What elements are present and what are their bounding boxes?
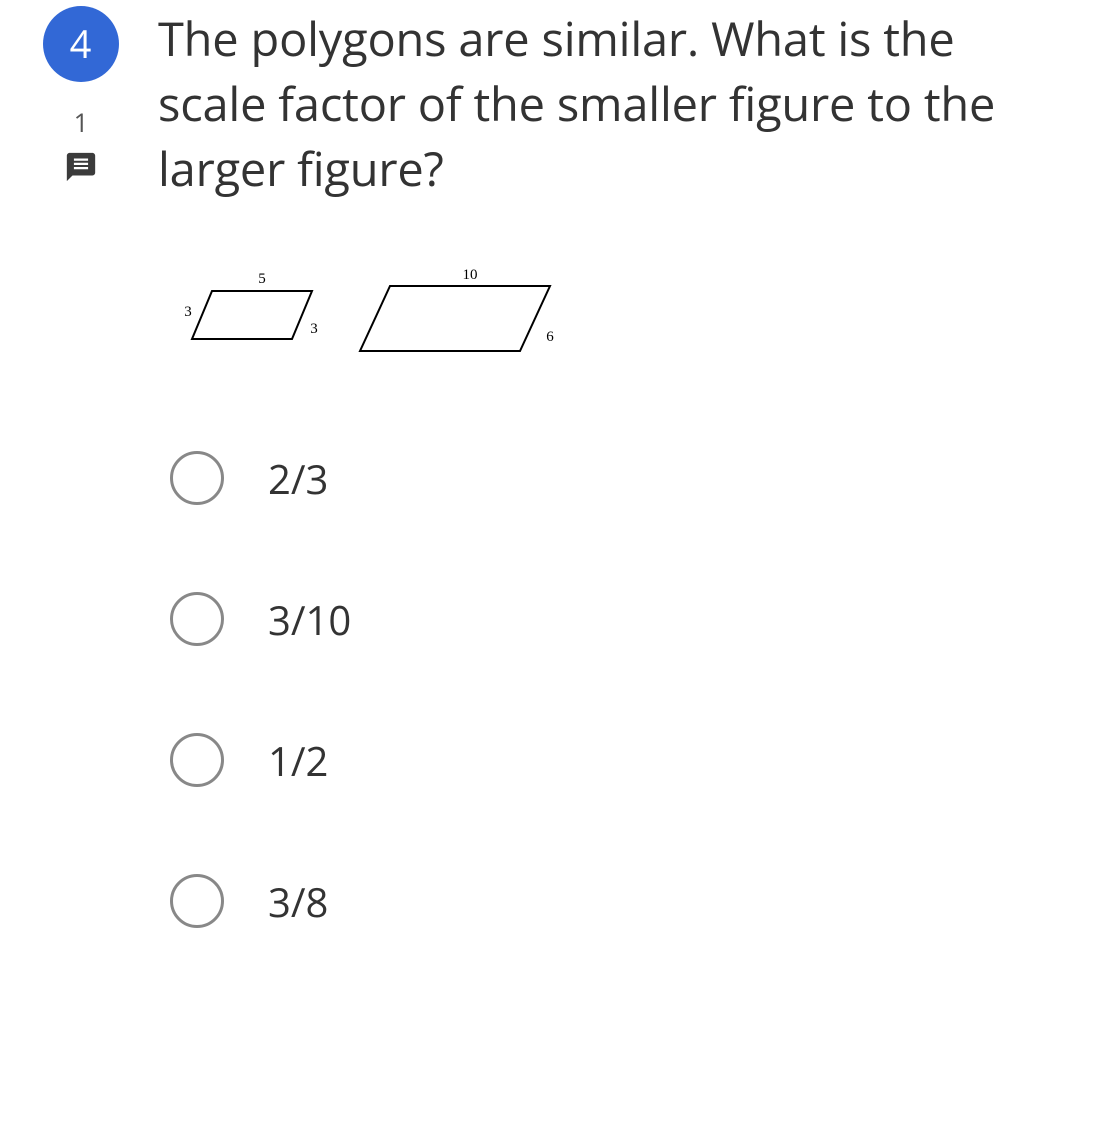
radio-icon[interactable] bbox=[170, 592, 224, 646]
figure: 5 3 3 10 6 bbox=[158, 261, 1061, 371]
small-top-label: 5 bbox=[258, 271, 266, 287]
comment-icon[interactable] bbox=[64, 150, 98, 184]
small-left-label: 3 bbox=[184, 304, 192, 320]
right-column: The polygons are similar. What is the sc… bbox=[130, 6, 1071, 1015]
option-label: 2/3 bbox=[268, 451, 328, 506]
comment-count: 1 bbox=[74, 104, 89, 140]
option-label: 3/8 bbox=[268, 874, 328, 929]
parallelograms-svg: 5 3 3 10 6 bbox=[170, 261, 600, 371]
question-block: 4 1 The polygons are similar. What is th… bbox=[0, 0, 1103, 1015]
option-1[interactable]: 3/10 bbox=[170, 592, 1061, 647]
option-label: 1/2 bbox=[268, 733, 328, 788]
small-parallelogram: 5 3 3 bbox=[184, 271, 318, 339]
radio-icon[interactable] bbox=[170, 451, 224, 505]
question-text: The polygons are similar. What is the sc… bbox=[158, 6, 1061, 201]
options-list: 2/3 3/10 1/2 3/8 bbox=[158, 451, 1061, 929]
option-2[interactable]: 1/2 bbox=[170, 733, 1061, 788]
small-right-label: 3 bbox=[310, 321, 318, 337]
radio-icon[interactable] bbox=[170, 874, 224, 928]
option-3[interactable]: 3/8 bbox=[170, 874, 1061, 929]
question-number: 4 bbox=[70, 18, 93, 70]
large-top-label: 10 bbox=[463, 267, 478, 283]
left-column: 4 1 bbox=[32, 6, 130, 1015]
option-label: 3/10 bbox=[268, 592, 351, 647]
radio-icon[interactable] bbox=[170, 733, 224, 787]
large-right-label: 6 bbox=[546, 329, 554, 345]
question-number-badge: 4 bbox=[43, 6, 119, 82]
option-0[interactable]: 2/3 bbox=[170, 451, 1061, 506]
large-parallelogram: 10 6 bbox=[360, 267, 554, 351]
